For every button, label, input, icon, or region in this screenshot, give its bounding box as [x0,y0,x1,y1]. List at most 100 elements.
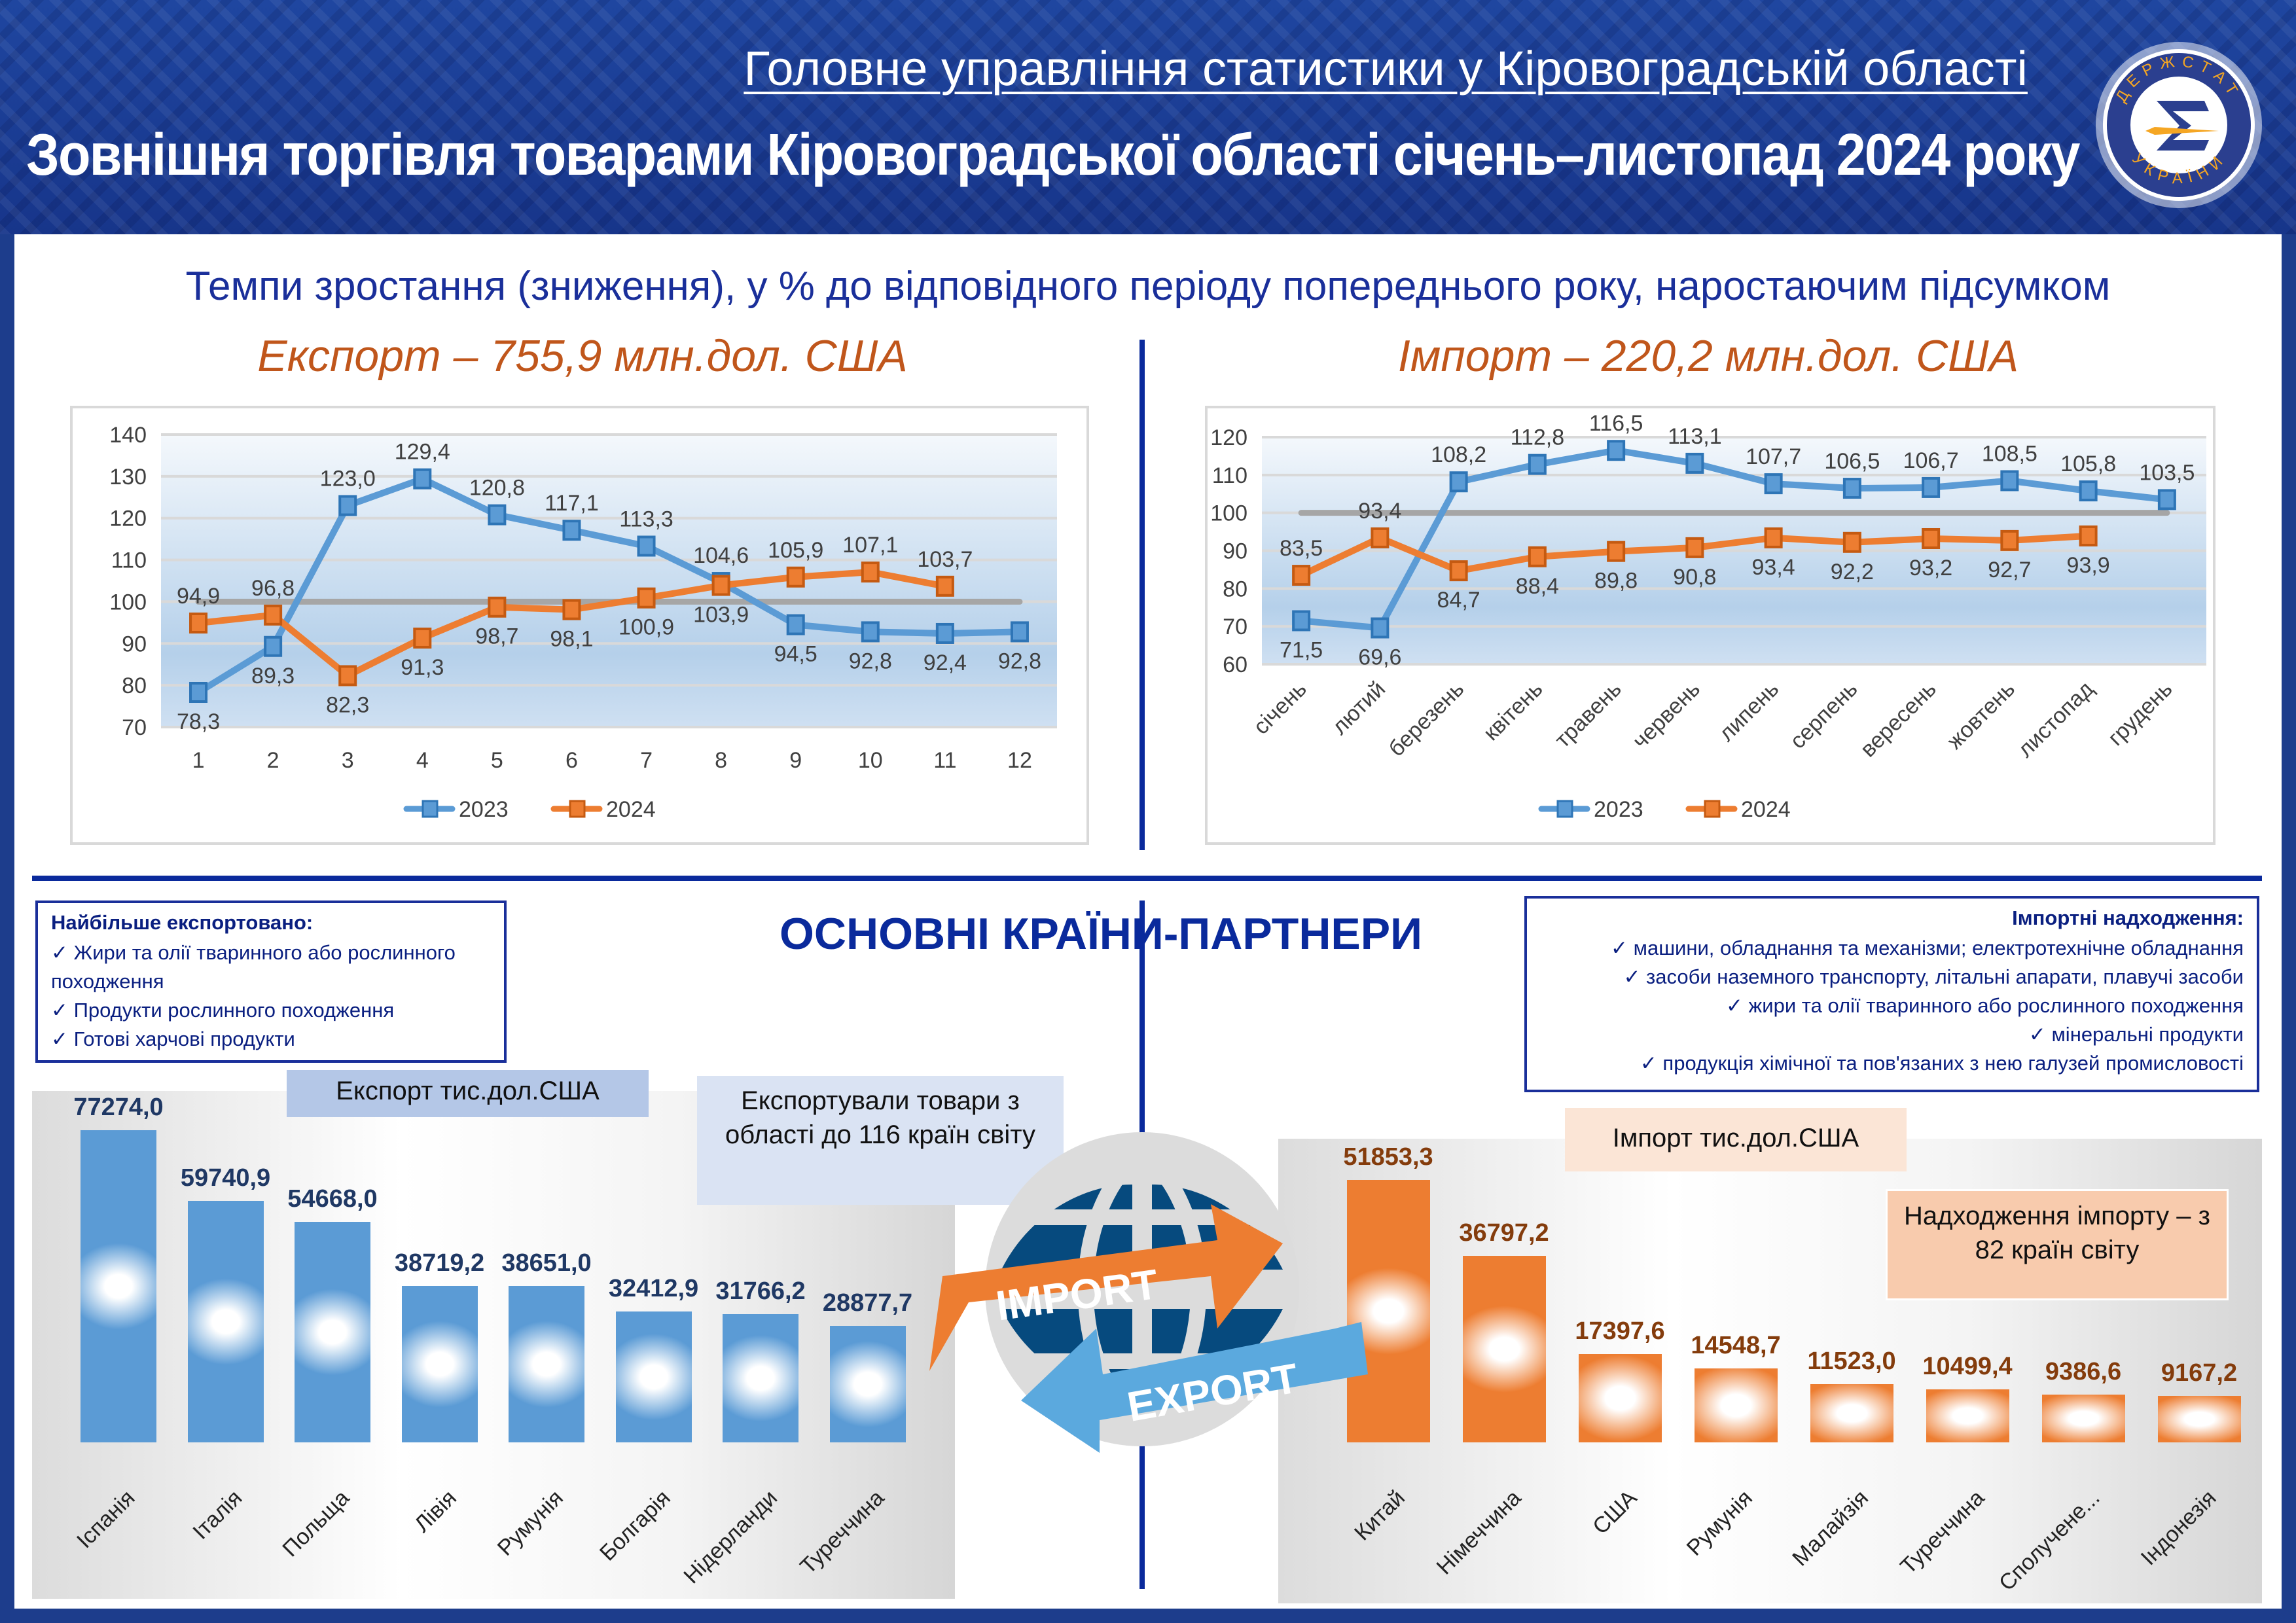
bar-category-label: Малайзія [1787,1485,1874,1571]
data-label-2023: 92,8 [998,649,1041,673]
data-label-2024: 96,8 [251,576,295,601]
bar-category-label: Туреччина [1895,1485,1990,1579]
x-tick-label: 3 [342,748,354,773]
list-item: ✓ мінеральні продукти [2028,1023,2244,1046]
y-tick-label: 110 [1212,463,1247,488]
data-point-2024 [1528,546,1547,567]
bar-category-label: Сполучене... [1994,1485,2106,1596]
data-label-2023: 71,5 [1280,637,1323,662]
bar-category-label: Китай [1350,1485,1410,1546]
data-point-2023 [413,468,432,490]
x-tick-label: березень [1384,677,1469,762]
bar-Італія [187,1201,264,1442]
legend-marker-2023 [422,800,439,818]
bar-value-label: 31766,2 [715,1277,806,1305]
import-title: Імпорт – 220,2 млн.дол. США [1397,331,2019,381]
import-bars-label: Імпорт тис.дол.США [1565,1108,1907,1171]
page-title: Зовнішня торгівля товарами Кіровоградськ… [26,122,2080,188]
data-label-2023: 108,2 [1431,442,1486,467]
bar-category-label: Нідерланди [679,1485,783,1589]
export-products-box: Найбільше експортовано: ✓ Жири та олії т… [35,901,507,1063]
y-tick-label: 110 [111,548,147,573]
data-label-2023: 94,5 [774,642,817,667]
data-label-2024: 103,7 [917,547,973,572]
export-bars-label: Експорт тис.дол.США [287,1070,649,1117]
bar-value-label: 32412,9 [608,1274,699,1302]
bar-category-label: Болгарія [594,1485,675,1566]
bar-category-label: Румунія [1681,1485,1758,1561]
data-point-2024 [562,599,581,620]
data-label-2024: 103,9 [693,603,749,628]
data-label-2023: 113,1 [1668,424,1722,449]
x-tick-label: жовтень [1943,677,2020,754]
import-growth-chart: 60 70 80 90 100 110 120 січень лютий березень квіт… [1205,406,2215,845]
data-point-2023 [562,520,581,541]
bar-category-label: Румунія [492,1485,569,1561]
bar-Болгарія [615,1311,692,1442]
x-tick-label: 10 [858,748,883,773]
data-label-2023: 106,7 [1903,448,1959,473]
data-point-2024 [488,596,507,618]
divider-vertical-top [1139,340,1145,850]
data-point-2024 [1922,527,1941,549]
data-point-2023 [338,495,357,516]
data-point-2024 [786,566,805,588]
legend-marker-2024 [1704,800,1721,818]
data-point-2023 [264,635,283,657]
data-label-2024: 91,3 [401,655,444,680]
data-point-2024 [189,612,208,633]
data-label-2023: 112,8 [1511,425,1565,450]
data-point-2023 [861,621,880,643]
bar-value-label: 28877,7 [822,1289,913,1317]
data-label-2024: 92,2 [1831,560,1874,584]
data-point-2023 [1449,471,1468,493]
list-item: ✓ Продукти рослинного походження [51,999,395,1022]
y-tick-label: 90 [122,632,147,656]
y-tick-label: 120 [109,507,147,531]
data-point-2023 [189,681,208,703]
y-tick-label: 90 [1223,539,1247,564]
x-tick-label: 7 [640,748,653,773]
bar-value-label: 10499,4 [1922,1352,2013,1380]
agency-name: Головне управління статистики у Кіровогр… [744,41,2028,96]
data-label-2023: 78,3 [177,709,220,734]
x-tick-label: лютий [1327,677,1390,740]
y-tick-label: 140 [109,423,147,448]
data-label-2023: 89,3 [251,664,295,688]
data-label-2024: 93,9 [2067,553,2110,578]
data-point-2023 [2079,480,2098,502]
y-tick-label: 60 [1223,652,1247,677]
bar-Нідерланди [723,1313,798,1442]
data-label-2023: 129,4 [395,440,450,465]
data-label-2023: 92,4 [924,651,967,675]
bar-Румунія [1694,1368,1778,1442]
y-tick-label: 100 [1210,501,1247,526]
bar-value-label: 9386,6 [2045,1358,2122,1386]
bar-value-label: 17397,6 [1575,1317,1665,1346]
bar-Іспанія [81,1130,156,1442]
x-tick-label: 12 [1007,748,1032,773]
data-label-2023: 117,1 [545,491,599,516]
bar-category-label: Іспанія [72,1485,141,1554]
legend-label-2023: 2023 [1594,797,1643,822]
data-point-2023 [1371,617,1390,639]
bar-Румунія [509,1286,584,1442]
bar-value-label: 36797,2 [1459,1219,1549,1247]
globe-import-export-icon: IMPORT EXPORT [929,1132,1368,1453]
data-label-2023: 108,5 [1982,442,2037,467]
legend-marker-2023 [1556,800,1573,818]
x-tick-label: вересень [1856,677,1941,762]
bar-category-label: Польща [278,1485,355,1562]
bar-category-label: США [1587,1485,1642,1540]
data-label-2023: 107,7 [1746,444,1801,469]
data-label-2023: 120,8 [469,476,525,501]
series-line-2023 [1300,447,2168,632]
x-tick-label: 2 [267,748,279,773]
data-point-2023 [1685,452,1704,474]
legend-label-2024: 2024 [1741,797,1791,822]
data-point-2024 [1292,565,1311,586]
list-item: ✓ продукція хімічної та пов'язаних з нею… [1640,1052,2244,1075]
bar-США [1578,1354,1662,1442]
list-item: ✓ машини, обладнання та механізми; елект… [1611,936,2244,959]
x-tick-label: червень [1628,677,1705,754]
